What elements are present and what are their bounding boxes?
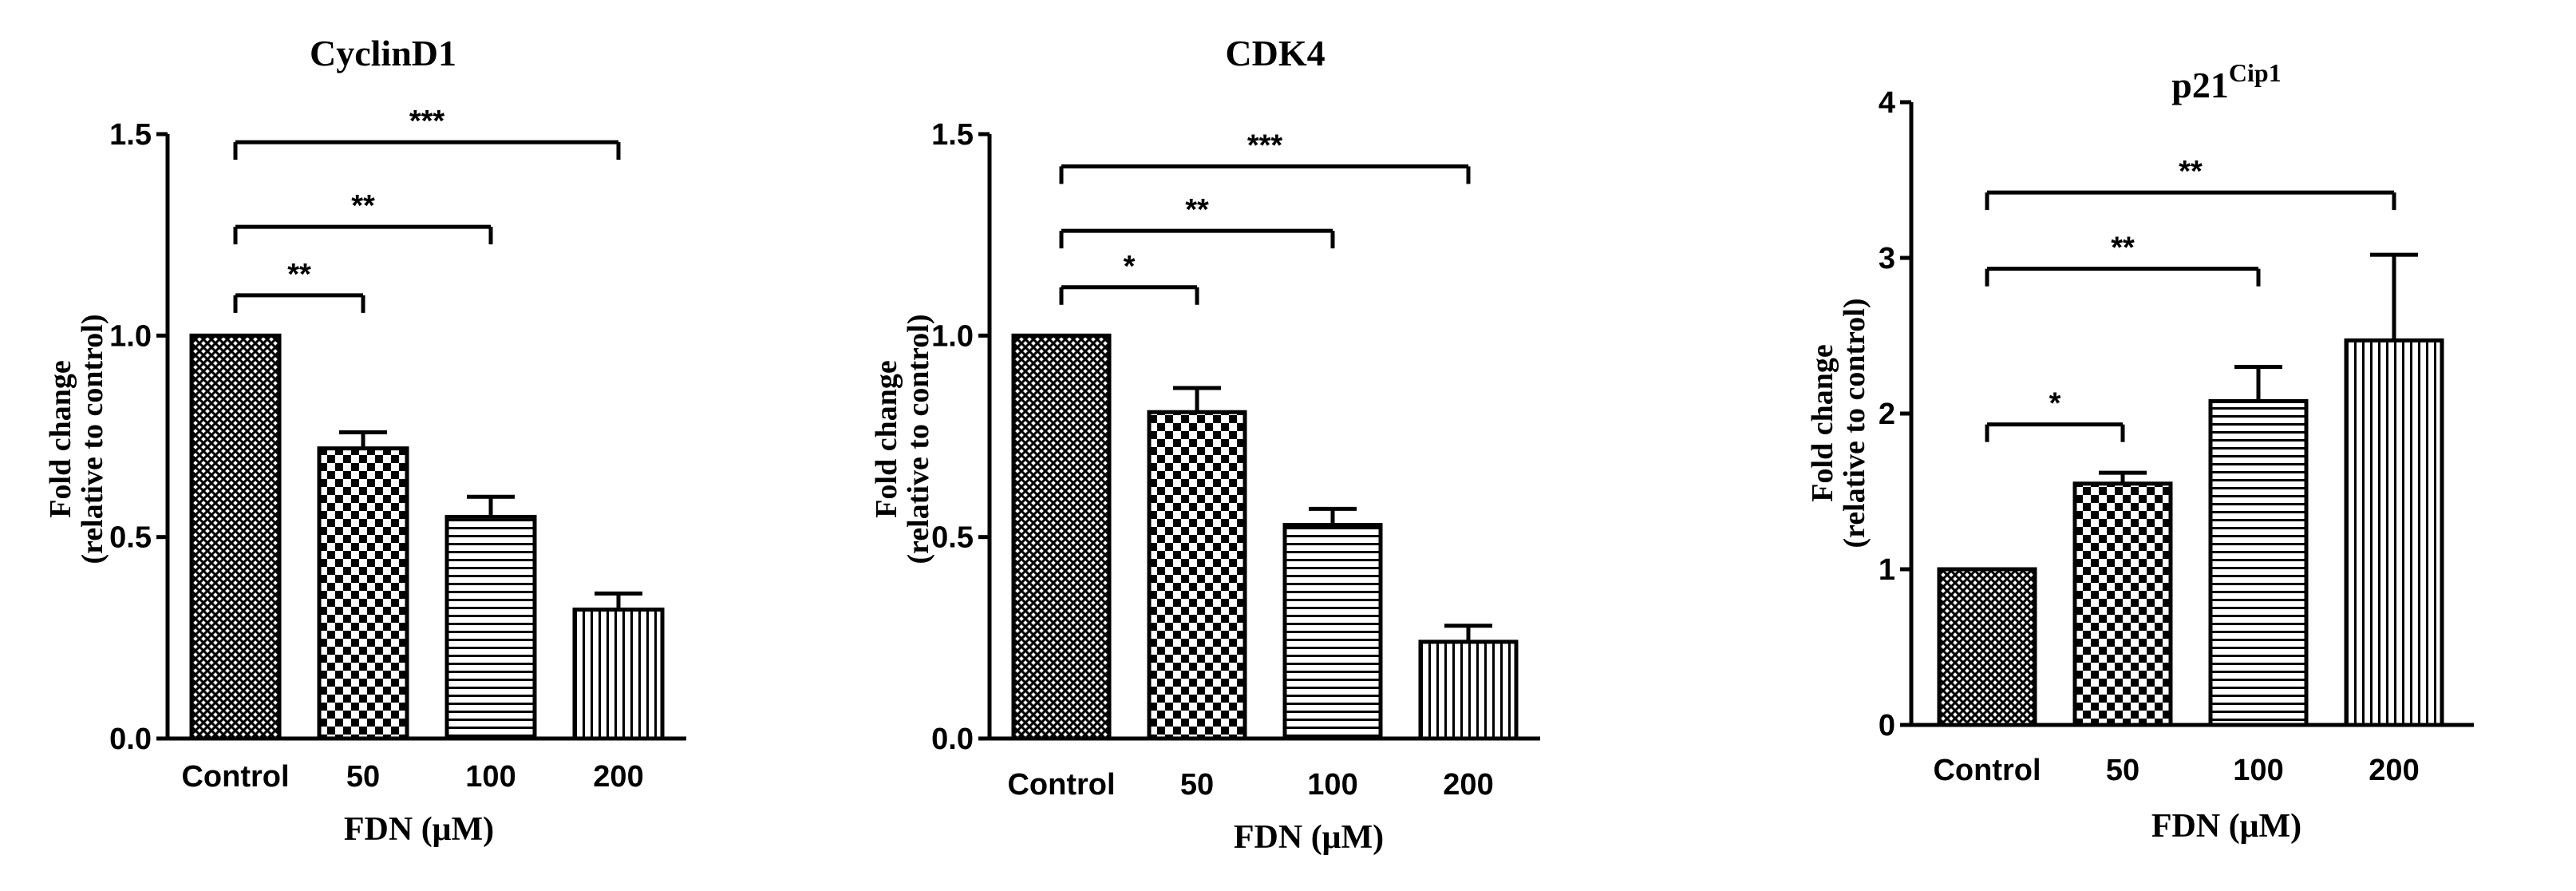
y-tick-label: 0.5 xyxy=(109,521,152,555)
significance-label: * xyxy=(2049,387,2061,421)
x-axis-label: FDN (μM) xyxy=(2151,808,2301,845)
x-tick-label: 50 xyxy=(346,760,380,794)
x-tick-label: 200 xyxy=(593,760,643,794)
y-axis-label-line1: Fold change xyxy=(44,360,77,517)
panel-cdk4: CDK4 Fold change (relative to control) F… xyxy=(870,33,1540,856)
y-axis-label-line2: (relative to control) xyxy=(902,314,935,564)
y-axis-label-line1: Fold change xyxy=(1806,344,1839,501)
y-tick-label: 0.0 xyxy=(109,723,152,756)
chart-title: CyclinD1 xyxy=(310,33,456,73)
bar-200 xyxy=(2344,338,2444,727)
significance-label: ** xyxy=(287,258,311,291)
bar-50 xyxy=(317,446,409,741)
x-tick-label: 200 xyxy=(2369,754,2419,787)
bar-200 xyxy=(572,608,665,741)
significance-label: ** xyxy=(1185,193,1209,227)
y-tick-label: 1.5 xyxy=(109,118,152,152)
chart-title: p21Cip1 xyxy=(2171,58,2281,105)
y-tick-label: 2 xyxy=(1879,398,1895,431)
chart-title-main: p21 xyxy=(2171,65,2229,105)
bar-control xyxy=(1937,567,2037,727)
bar-100 xyxy=(444,514,537,741)
bar-200 xyxy=(1418,640,1519,741)
panel-p21: p21Cip1 Fold change (relative to control… xyxy=(1806,58,2474,845)
significance-label: * xyxy=(1124,250,1136,283)
x-tick-label: Control xyxy=(181,760,289,794)
significance-label: *** xyxy=(409,105,445,138)
x-axis-label: FDN (μM) xyxy=(344,811,494,848)
x-axis-label: FDN (μM) xyxy=(1234,819,1384,856)
bar-control xyxy=(1011,333,1112,741)
y-tick-label: 3 xyxy=(1879,242,1895,275)
x-tick-label: 50 xyxy=(1180,768,1214,802)
chart-title-superscript: Cip1 xyxy=(2229,58,2282,87)
y-tick-label: 0 xyxy=(1879,709,1895,742)
y-tick-label: 1.5 xyxy=(931,118,974,152)
x-tick-label: 100 xyxy=(1307,768,1357,802)
significance-label: ** xyxy=(351,189,375,223)
y-tick-label: 1.0 xyxy=(109,319,152,353)
x-tick-label: Control xyxy=(1933,754,2041,787)
significance-label: ** xyxy=(2179,155,2203,188)
x-tick-label: 50 xyxy=(2106,754,2139,787)
x-tick-label: 200 xyxy=(1443,768,1493,802)
x-tick-label: 100 xyxy=(2233,754,2283,787)
bar-control xyxy=(189,333,282,741)
y-tick-label: 0.5 xyxy=(931,521,974,555)
y-axis-label-line2: (relative to control) xyxy=(76,314,109,564)
y-tick-label: 4 xyxy=(1879,86,1895,120)
x-tick-label: Control xyxy=(1007,768,1115,802)
significance-label: *** xyxy=(1247,129,1283,162)
y-tick-label: 1 xyxy=(1879,553,1895,587)
chart-title: CDK4 xyxy=(1225,33,1325,73)
y-axis-label-line2: (relative to control) xyxy=(1838,298,1871,548)
bar-50 xyxy=(2072,481,2173,727)
y-tick-label: 0.0 xyxy=(931,723,974,756)
y-tick-label: 1.0 xyxy=(931,319,974,353)
bar-50 xyxy=(1147,410,1247,741)
y-axis-label-line1: Fold change xyxy=(870,360,903,517)
x-tick-label: 100 xyxy=(465,760,516,794)
bar-100 xyxy=(1282,523,1383,741)
bar-100 xyxy=(2208,398,2309,727)
panel-cyclind1: CyclinD1 Fold change (relative to contro… xyxy=(44,33,686,848)
significance-label: ** xyxy=(2111,232,2135,265)
